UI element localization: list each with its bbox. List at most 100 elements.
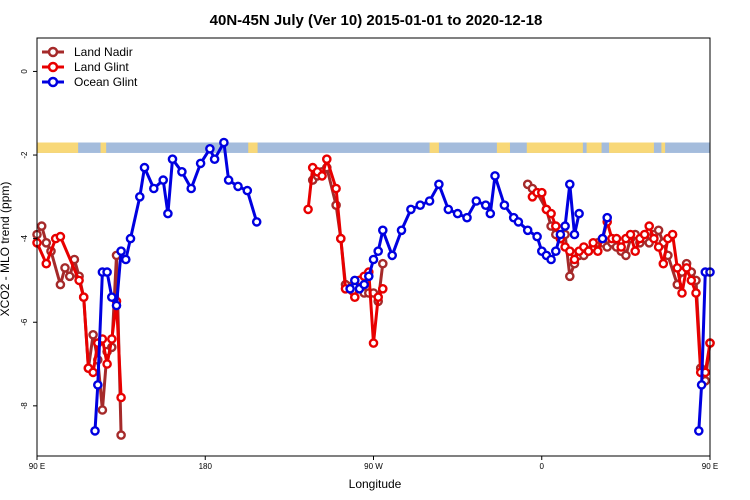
band-land-segment <box>429 142 439 153</box>
data-point-ocean-glint <box>209 154 220 164</box>
data-point-ocean-glint <box>696 380 707 390</box>
data-point-ocean-glint <box>195 158 206 169</box>
data-point-land-nadir <box>653 225 664 236</box>
data-point-ocean-glint <box>513 217 524 227</box>
data-point-land-glint <box>74 275 84 286</box>
y-tick-label: -2 <box>20 151 29 159</box>
data-point-land-nadir <box>64 271 75 282</box>
legend-marker-ocean-glint <box>47 76 59 88</box>
data-point-ocean-glint <box>223 175 234 185</box>
data-point-land-glint <box>644 221 655 231</box>
data-point-land-nadir <box>565 271 575 282</box>
data-point-land-glint <box>677 288 687 298</box>
band-land-segment <box>586 142 602 153</box>
data-point-ocean-glint <box>387 250 398 261</box>
data-point-ocean-glint <box>121 254 131 265</box>
legend: Land Nadir Land Glint Ocean Glint <box>42 45 138 89</box>
data-point-ocean-glint <box>551 246 561 256</box>
data-point-ocean-glint <box>349 275 360 286</box>
data-point-land-glint <box>681 263 692 273</box>
y-axis-label: XCO2 - MLO trend (ppm) <box>0 182 12 317</box>
series-ocean-glint <box>90 137 715 436</box>
data-point-land-glint <box>537 187 547 198</box>
band-land-segments <box>37 142 666 153</box>
data-point-ocean-glint <box>424 196 435 206</box>
legend-item-land-nadir: Land Nadir <box>42 45 133 59</box>
data-point-ocean-glint <box>434 179 444 190</box>
band-land-segment <box>100 142 107 153</box>
data-point-land-glint <box>88 367 98 378</box>
band-land-segment <box>248 142 258 153</box>
data-point-land-glint <box>335 233 346 244</box>
data-point-ocean-glint <box>602 212 613 223</box>
data-point-land-glint <box>368 338 379 348</box>
data-point-land-glint <box>569 254 580 265</box>
data-point-ocean-glint <box>377 225 388 236</box>
data-point-land-glint <box>667 229 678 240</box>
data-point-ocean-glint <box>490 171 500 181</box>
legend-marker-land-nadir <box>47 46 59 58</box>
data-point-ocean-glint <box>111 300 122 311</box>
data-point-ocean-glint <box>219 137 229 148</box>
data-point-ocean-glint <box>363 271 374 282</box>
data-point-land-glint <box>303 204 313 215</box>
data-point-land-glint <box>658 258 669 269</box>
data-point-land-nadir <box>377 258 388 269</box>
series-layer <box>32 137 715 440</box>
data-point-land-glint <box>691 288 701 298</box>
data-point-ocean-glint <box>359 279 370 290</box>
chart-title: 40N-45N July (Ver 10) 2015-01-01 to 2020… <box>210 12 543 29</box>
band-land-segment <box>609 142 654 153</box>
series-line-land-glint <box>306 157 385 345</box>
y-tick-label: -4 <box>20 235 29 243</box>
data-point-land-glint <box>551 221 561 231</box>
data-point-ocean-glint <box>116 246 126 256</box>
data-point-land-glint <box>373 292 384 303</box>
band-land-segment <box>661 142 666 153</box>
data-point-ocean-glint <box>251 217 262 227</box>
data-point-land-glint <box>625 229 636 240</box>
data-point-ocean-glint <box>107 292 117 303</box>
data-point-land-glint <box>331 183 341 194</box>
data-point-ocean-glint <box>368 254 379 265</box>
legend-item-ocean-glint: Ocean Glint <box>42 75 138 89</box>
data-point-land-glint <box>653 242 664 252</box>
land-ocean-band <box>37 142 710 153</box>
data-point-land-glint <box>649 233 659 244</box>
data-point-ocean-glint <box>406 204 416 215</box>
data-point-land-glint <box>107 334 117 344</box>
data-point-ocean-glint <box>574 208 584 219</box>
data-point-land-nadir <box>97 405 108 415</box>
data-point-land-glint <box>546 208 556 219</box>
data-point-land-glint <box>377 283 388 294</box>
data-point-ocean-glint <box>555 229 566 240</box>
x-tick-label: 90 W <box>364 462 383 471</box>
data-point-land-glint <box>583 246 594 256</box>
data-point-ocean-glint <box>452 208 463 219</box>
data-point-land-glint <box>317 171 327 181</box>
data-point-ocean-glint <box>373 246 384 256</box>
data-point-ocean-glint <box>125 233 136 244</box>
data-point-land-glint <box>630 246 641 256</box>
legend-item-land-glint: Land Glint <box>42 60 129 74</box>
x-tick-label: 90 E <box>29 462 45 471</box>
data-point-land-glint <box>686 275 697 286</box>
data-point-ocean-glint <box>163 208 173 219</box>
data-point-land-glint <box>639 229 650 240</box>
band-land-segment <box>37 142 79 153</box>
series-land-nadir <box>32 162 715 440</box>
legend-marker-land-glint <box>47 61 59 73</box>
data-point-ocean-glint <box>565 179 575 190</box>
data-point-ocean-glint <box>233 181 243 192</box>
data-point-ocean-glint <box>148 183 159 194</box>
data-point-ocean-glint <box>167 154 178 164</box>
data-point-land-glint <box>78 292 89 303</box>
data-point-ocean-glint <box>186 183 196 194</box>
data-point-ocean-glint <box>93 380 103 390</box>
data-point-ocean-glint <box>560 221 570 231</box>
data-point-ocean-glint <box>139 162 150 173</box>
data-point-ocean-glint <box>694 426 704 436</box>
x-axis: 90 E 180 90 W 0 90 E <box>29 456 718 471</box>
data-point-ocean-glint <box>462 212 472 223</box>
data-point-land-glint <box>116 392 126 403</box>
